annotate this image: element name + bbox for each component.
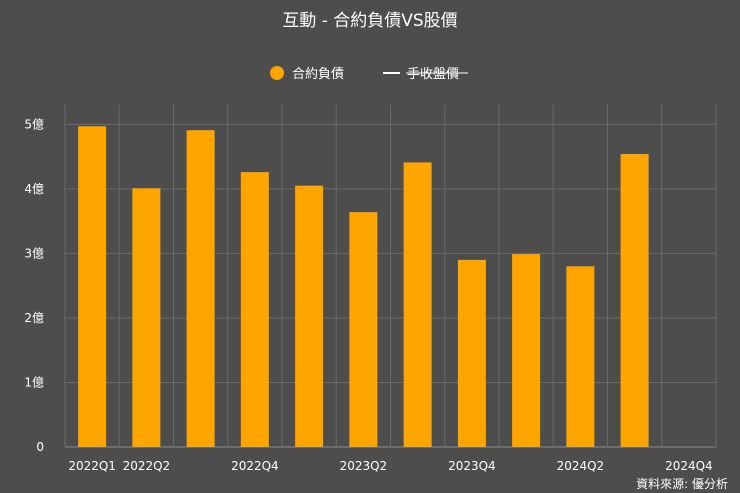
legend-label-contract-liabilities: 合約負債 [292,67,344,82]
y-axis: 0 1億 2億 3億 4億 5億 [24,117,44,454]
bar-2023Q3 [403,162,432,448]
y-tick-label: 5億 [24,117,44,131]
bar-2024Q3 [620,154,649,447]
x-tick-label: 2024Q4 [665,459,713,473]
y-tick-label: 1億 [24,375,44,389]
chart-title: 互動 - 合約負債VS股價 [282,11,457,31]
x-tick-label: 2022Q4 [231,459,279,473]
bar-2022Q2 [132,188,161,447]
grid [64,105,717,448]
x-tick-label: 2023Q2 [340,459,388,473]
y-tick-label: 2億 [24,311,44,325]
x-axis: 2022Q1 2022Q2 2022Q4 2023Q2 2023Q4 2024Q2 2024… [68,459,712,473]
legend: 合約負債 手收盤價 [270,66,468,82]
bar-2022Q3 [186,130,215,448]
bars [78,126,649,448]
bar-2024Q1 [512,254,541,447]
bar-2023Q1 [295,185,324,447]
x-tick-label: 2023Q4 [448,459,496,473]
y-tick-label: 0 [36,440,44,454]
bar-2024Q2 [566,266,595,447]
bar-2023Q2 [349,212,378,447]
bar-2023Q4 [457,259,486,447]
x-tick-label: 2022Q2 [123,459,171,473]
bar-2022Q4 [240,172,269,447]
legend-label-price: 手收盤價 [407,67,459,82]
source-text: 資料來源: 優分析 [636,477,728,491]
x-tick-label: 2024Q2 [557,459,605,473]
y-tick-label: 3億 [24,246,44,260]
x-tick-label: 2022Q1 [68,459,116,473]
bar-2022Q1 [78,126,107,447]
y-tick-label: 4億 [24,182,44,196]
legend-marker-contract-liabilities [270,66,284,80]
